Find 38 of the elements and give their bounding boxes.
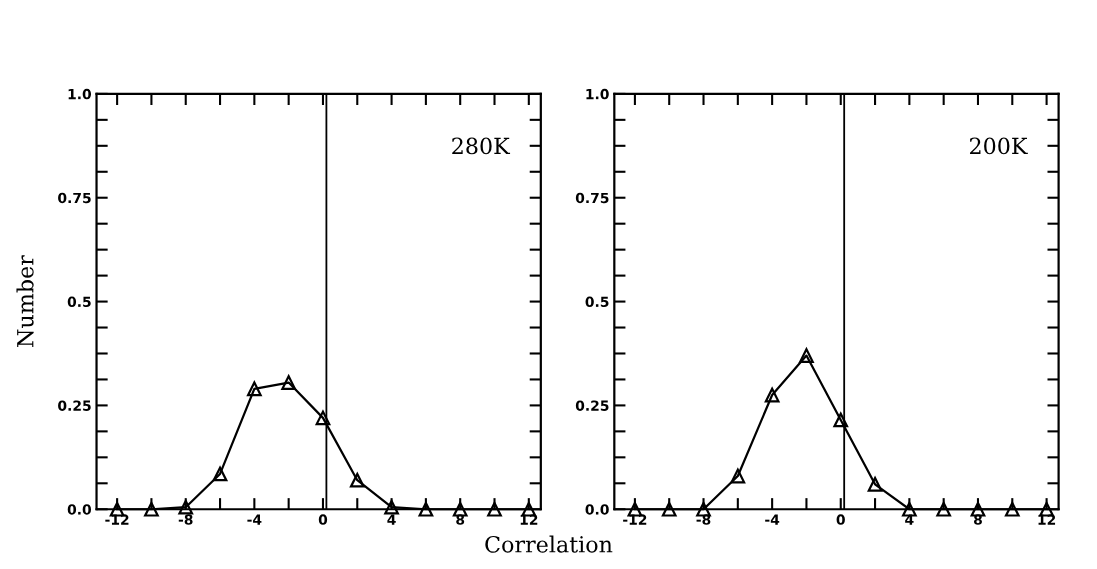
point bbox=[730, 468, 746, 484]
y-tick-label: 0.5 bbox=[585, 296, 609, 308]
x-tick-label: 0 bbox=[318, 514, 328, 525]
y-axis-title: Number bbox=[16, 255, 34, 347]
point bbox=[144, 501, 159, 517]
point bbox=[315, 410, 331, 426]
x-tick-label: 0 bbox=[836, 514, 845, 525]
x-tick-label: -4 bbox=[247, 514, 262, 525]
y-tick-label: 0.5 bbox=[67, 296, 91, 308]
point bbox=[487, 501, 502, 517]
y-tick-label: 0.75 bbox=[575, 192, 609, 204]
point bbox=[246, 381, 262, 397]
y-tick-label: 1.0 bbox=[586, 88, 609, 100]
point bbox=[349, 472, 365, 488]
y-tick-label: 0.25 bbox=[575, 400, 609, 411]
y-tick-label: 0.0 bbox=[67, 504, 92, 515]
point bbox=[833, 412, 849, 428]
point bbox=[799, 348, 814, 363]
y-tick-label: 0.75 bbox=[58, 192, 91, 204]
point bbox=[867, 476, 883, 492]
x-axis-title: Correlation bbox=[485, 535, 613, 553]
point bbox=[384, 499, 399, 515]
point bbox=[281, 375, 297, 390]
point bbox=[764, 387, 780, 403]
y-tick-label: 0.25 bbox=[58, 400, 91, 411]
point bbox=[661, 501, 677, 517]
point bbox=[1004, 501, 1020, 517]
y-tick-label: 0.0 bbox=[585, 504, 609, 515]
x-tick-label: -8 bbox=[178, 514, 193, 525]
point bbox=[936, 501, 952, 517]
point bbox=[212, 466, 228, 482]
x-tick-label: 4 bbox=[387, 514, 396, 525]
y-tick-label: 1.0 bbox=[68, 88, 92, 100]
point bbox=[418, 501, 434, 517]
annotation: 280K bbox=[452, 137, 511, 155]
x-tick-label: -4 bbox=[765, 514, 780, 525]
annotation: 200K bbox=[969, 137, 1028, 155]
point bbox=[178, 499, 194, 515]
